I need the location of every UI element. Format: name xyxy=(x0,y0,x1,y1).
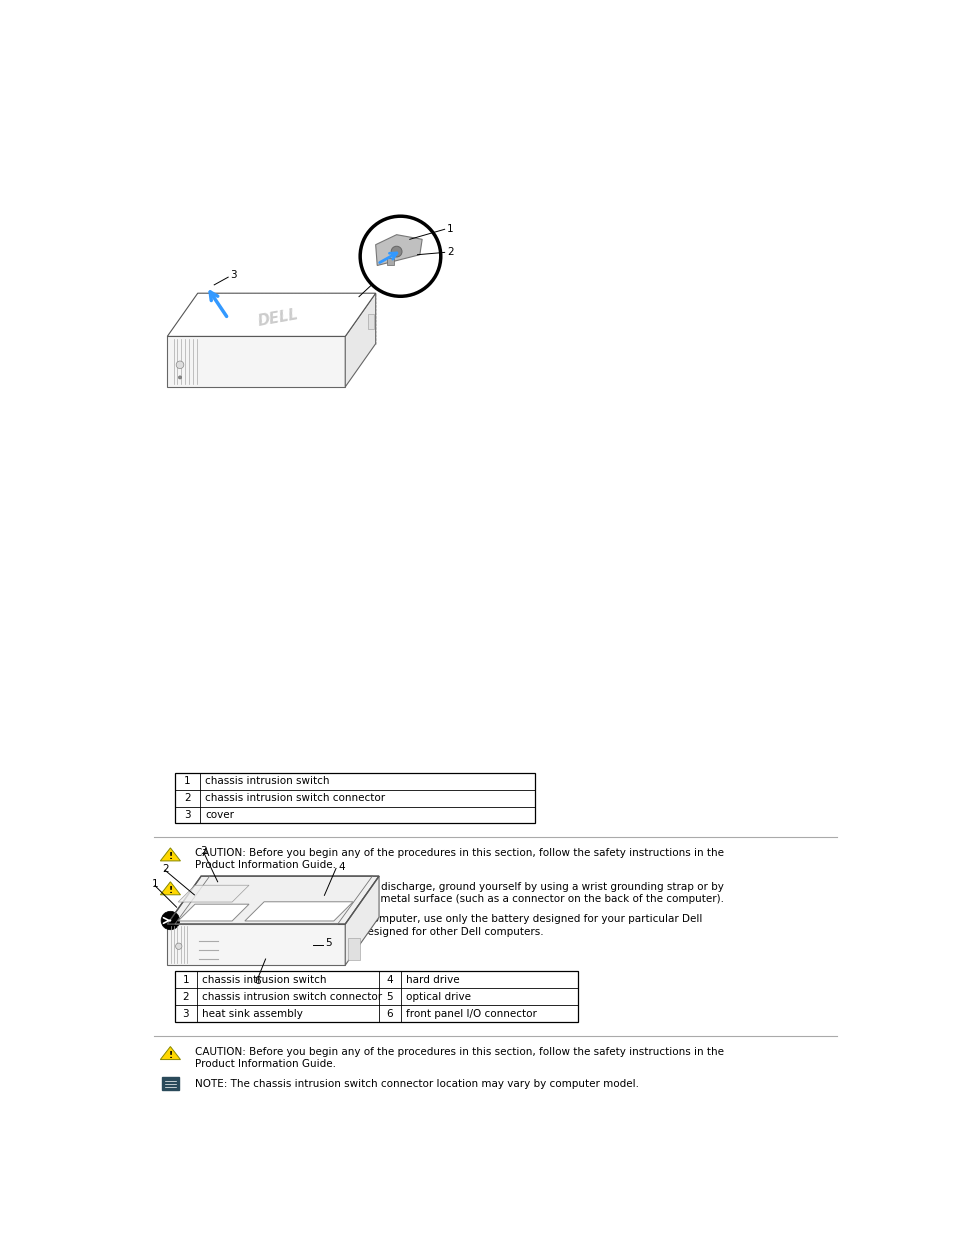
Circle shape xyxy=(178,375,181,379)
Text: 4: 4 xyxy=(386,974,393,984)
Text: 1: 1 xyxy=(152,879,158,889)
Polygon shape xyxy=(167,876,378,924)
Polygon shape xyxy=(167,336,345,387)
Text: chassis intrusion switch connector: chassis intrusion switch connector xyxy=(205,793,385,803)
Bar xyxy=(174,773,535,824)
Polygon shape xyxy=(160,882,180,895)
Polygon shape xyxy=(160,1046,180,1060)
Text: chassis intrusion switch connector: chassis intrusion switch connector xyxy=(202,992,382,1002)
Text: NOTE: The chassis intrusion switch connector location may vary by computer model: NOTE: The chassis intrusion switch conne… xyxy=(195,1079,639,1089)
Circle shape xyxy=(360,216,440,296)
Text: 3: 3 xyxy=(200,846,207,856)
Bar xyxy=(386,258,394,266)
Text: 2: 2 xyxy=(447,247,453,257)
Polygon shape xyxy=(245,902,353,921)
Text: 1: 1 xyxy=(447,225,453,235)
Text: !: ! xyxy=(168,1051,172,1060)
Text: 5: 5 xyxy=(324,939,331,948)
Text: periodically touching an unpainted metal surface (such as a connector on the bac: periodically touching an unpainted metal… xyxy=(195,894,723,904)
Polygon shape xyxy=(178,885,249,902)
Polygon shape xyxy=(160,848,180,861)
Text: 2: 2 xyxy=(162,863,169,873)
Text: hard drive: hard drive xyxy=(406,974,459,984)
Text: optical drive: optical drive xyxy=(406,992,471,1002)
Bar xyxy=(174,972,578,1023)
Polygon shape xyxy=(345,876,378,966)
Text: 1: 1 xyxy=(184,776,191,787)
Text: 6: 6 xyxy=(386,1009,393,1019)
Text: Product Information Guide.: Product Information Guide. xyxy=(195,861,335,871)
Bar xyxy=(368,314,374,330)
Text: chassis intrusion switch: chassis intrusion switch xyxy=(205,776,330,787)
Polygon shape xyxy=(167,924,345,966)
Text: 3: 3 xyxy=(182,1009,189,1019)
Text: front panel I/O connector: front panel I/O connector xyxy=(406,1009,537,1019)
Text: 4: 4 xyxy=(338,862,345,872)
Text: !: ! xyxy=(168,885,172,895)
Text: NOTICE: To avoid damage to the computer, use only the battery designed for your : NOTICE: To avoid damage to the computer,… xyxy=(195,914,701,924)
Bar xyxy=(162,1077,179,1091)
Text: Product Information Guide.: Product Information Guide. xyxy=(195,1060,335,1070)
Text: DELL: DELL xyxy=(256,308,299,329)
Text: cover: cover xyxy=(205,810,234,820)
Text: 3: 3 xyxy=(231,270,237,280)
Circle shape xyxy=(391,246,401,257)
Polygon shape xyxy=(375,235,422,266)
Text: 5: 5 xyxy=(386,992,393,1002)
Text: !: ! xyxy=(168,852,172,861)
Circle shape xyxy=(176,361,184,368)
Polygon shape xyxy=(345,293,375,387)
Text: 2: 2 xyxy=(184,793,191,803)
Polygon shape xyxy=(167,293,375,336)
Text: 1: 1 xyxy=(182,974,189,984)
Text: 6: 6 xyxy=(254,976,261,986)
Text: CAUTION: Before you begin any of the procedures in this section, follow the safe: CAUTION: Before you begin any of the pro… xyxy=(195,1047,723,1057)
Text: CAUTION: To prevent static electric discharge, ground yourself by using a wrist : CAUTION: To prevent static electric disc… xyxy=(195,882,723,892)
Circle shape xyxy=(175,944,182,950)
Text: heat sink assembly: heat sink assembly xyxy=(202,1009,303,1019)
Text: 3: 3 xyxy=(184,810,191,820)
Text: computer. Do not use batteries designed for other Dell computers.: computer. Do not use batteries designed … xyxy=(195,926,543,936)
Bar xyxy=(348,939,359,960)
Polygon shape xyxy=(178,904,249,921)
Text: chassis intrusion switch: chassis intrusion switch xyxy=(202,974,326,984)
Circle shape xyxy=(161,911,179,930)
Text: CAUTION: Before you begin any of the procedures in this section, follow the safe: CAUTION: Before you begin any of the pro… xyxy=(195,848,723,858)
Text: 2: 2 xyxy=(182,992,189,1002)
